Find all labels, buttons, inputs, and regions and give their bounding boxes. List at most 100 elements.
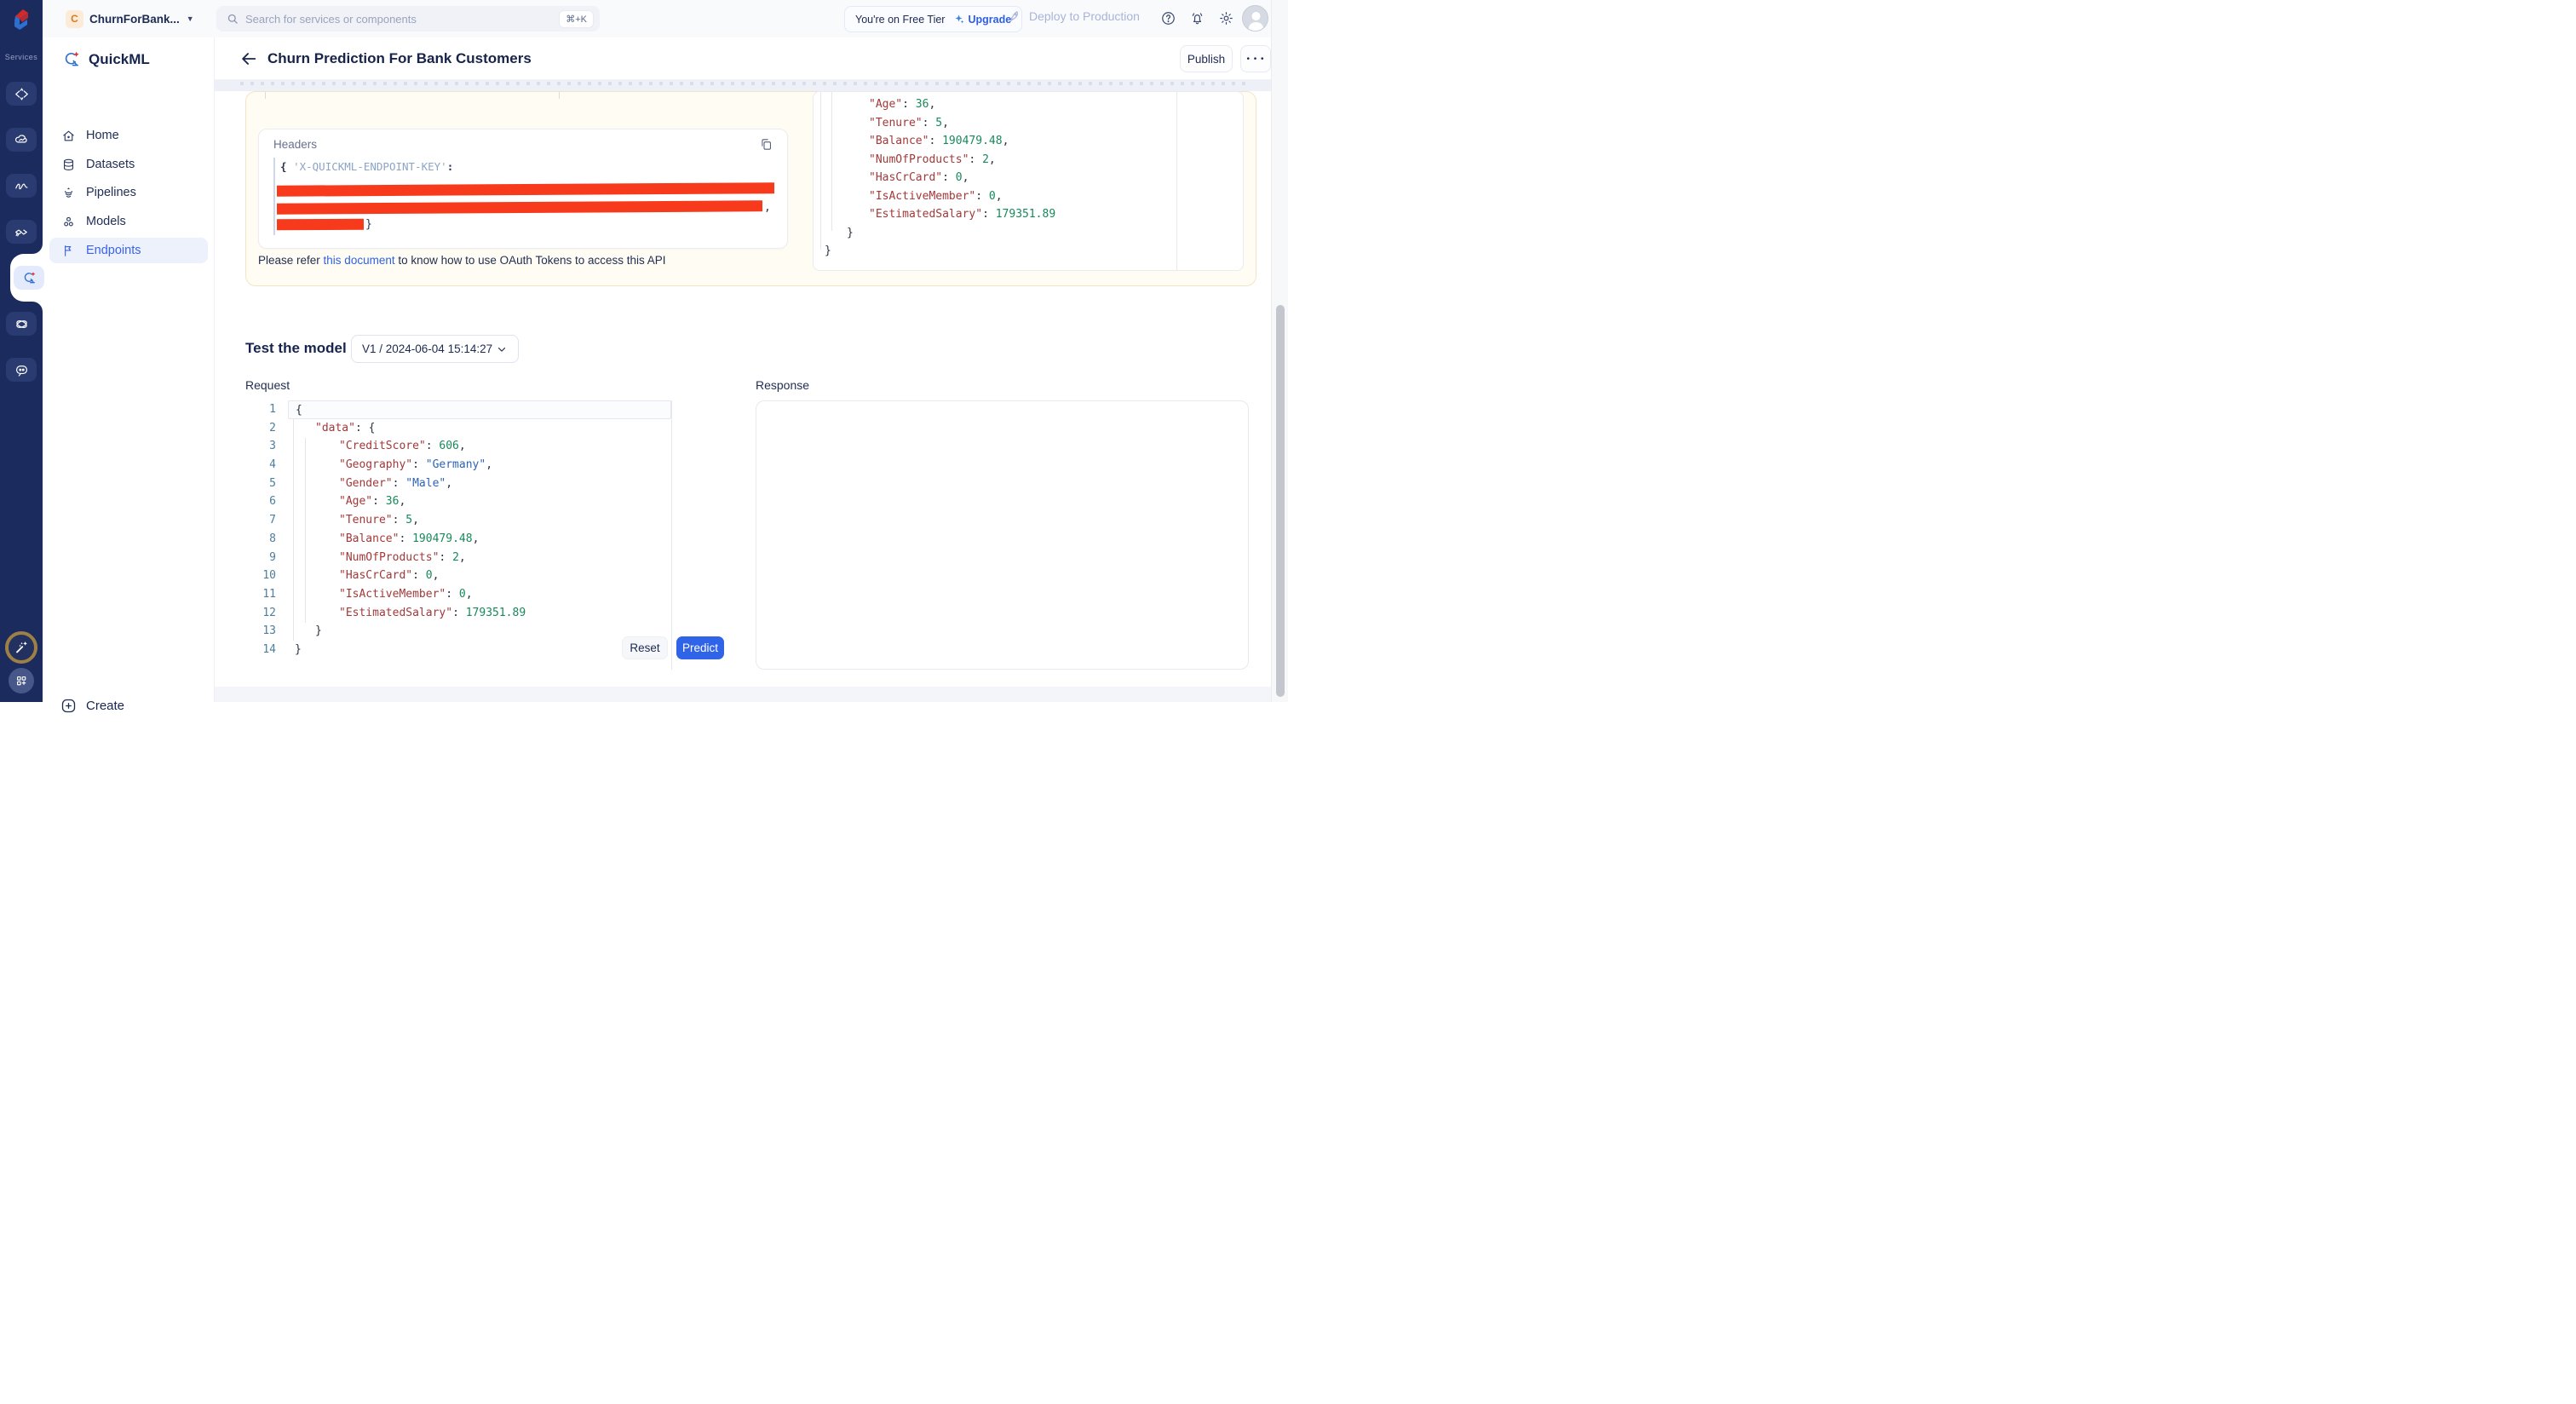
this-document-link[interactable]: this document xyxy=(323,254,395,267)
chat-bot-icon xyxy=(15,365,27,377)
quickml-icon xyxy=(24,271,35,283)
predict-button[interactable]: Predict xyxy=(676,636,724,659)
sample-code-line: } xyxy=(825,245,831,257)
line-number: 1 xyxy=(269,403,276,416)
request-code-line[interactable]: } xyxy=(315,624,322,638)
user-avatar[interactable] xyxy=(1242,5,1268,32)
panel-scroll-track[interactable] xyxy=(1176,92,1177,270)
project-switcher[interactable]: C ChurnForBank... ▼ xyxy=(66,9,194,28)
sidebar-item-label: Home xyxy=(86,129,119,142)
sample-body-panel: "Age": 36, "Tenure": 5, "Balance": 190479.… xyxy=(813,91,1244,271)
copy-icon[interactable] xyxy=(759,137,773,152)
request-code-line[interactable]: } xyxy=(295,642,302,656)
request-code-line[interactable]: "IsActiveMember": 0, xyxy=(339,587,473,601)
datasets-icon xyxy=(63,158,74,170)
request-json-editor[interactable]: 1 2 3 4 5 6 7 8 9 10 11 12 13 14 {"data": {"CreditSco… xyxy=(245,400,672,670)
rail-service-quickml[interactable] xyxy=(14,266,44,290)
rocket-icon xyxy=(1010,11,1018,21)
plus-icon xyxy=(61,699,76,713)
deploy-to-production-button[interactable]: Deploy to Production xyxy=(1008,9,1140,24)
notch-fillet xyxy=(32,302,43,312)
sample-code-line: "EstimatedSalary": 179351.89 xyxy=(869,208,1056,221)
model-version-select[interactable]: V1 / 2024-06-04 15:14:27 xyxy=(351,335,519,363)
search-icon xyxy=(227,14,238,24)
service-rail: Services xyxy=(0,0,44,702)
search-placeholder: Search for services or components xyxy=(245,12,417,26)
sidebar-item-pipelines[interactable]: Pipelines xyxy=(49,180,208,205)
request-code-line[interactable]: "Geography": "Germany", xyxy=(339,458,493,472)
request-code-line[interactable]: "Gender": "Male", xyxy=(339,476,453,490)
rail-service-integrations[interactable] xyxy=(6,220,37,244)
rail-service-chat-bot[interactable] xyxy=(6,358,37,382)
reset-button[interactable]: Reset xyxy=(622,636,668,659)
scrollbar-thumb[interactable] xyxy=(1276,305,1285,697)
browser-scrollbar[interactable] xyxy=(1271,0,1288,702)
scrolled-section-strip xyxy=(215,80,1271,91)
request-code-line[interactable]: "Tenure": 5, xyxy=(339,514,419,527)
main-content: Churn Prediction For Bank Customers Publ… xyxy=(215,37,1271,702)
page-title: Churn Prediction For Bank Customers xyxy=(267,50,532,66)
line-number: 11 xyxy=(262,587,276,601)
indent-guide xyxy=(305,438,306,623)
global-search-input[interactable]: Search for services or components ⌘+K xyxy=(216,6,600,32)
rail-service-rings[interactable] xyxy=(6,312,37,336)
rail-service-zia[interactable] xyxy=(6,174,37,198)
integrations-icon xyxy=(14,229,27,236)
redacted-key-bar: , xyxy=(276,200,771,215)
request-code-line[interactable]: "Age": 36, xyxy=(339,495,406,509)
free-tier-pill: You're on Free Tier Upgrade xyxy=(844,6,1023,32)
line-number: 2 xyxy=(269,421,276,434)
sidebar-item-datasets[interactable]: Datasets xyxy=(49,152,208,177)
sidebar-item-label: Datasets xyxy=(86,158,135,171)
request-code-line[interactable]: "HasCrCard": 0, xyxy=(339,569,440,583)
line-number: 5 xyxy=(269,476,276,490)
app-surface: QuickML Home Datasets Pipelines Models Endpo… xyxy=(43,37,1271,713)
topbar: C ChurnForBank... ▼ Search for services … xyxy=(43,0,1288,37)
caret-down-icon: ▼ xyxy=(186,14,194,23)
endpoints-icon xyxy=(65,245,72,256)
line-number: 14 xyxy=(262,642,276,656)
sample-json-code: "Age": 36, "Tenure": 5, "Balance": 190479.… xyxy=(814,95,1243,261)
code-service-icon xyxy=(14,88,28,100)
settings-gear-icon[interactable] xyxy=(1218,10,1234,26)
quickml-logo-icon xyxy=(65,51,79,66)
create-label: Create xyxy=(86,699,125,713)
upgrade-link[interactable]: Upgrade xyxy=(968,13,1012,26)
notifications-bell-icon[interactable] xyxy=(1189,10,1205,26)
editor-code-area[interactable]: { "data": { "CreditScore": 606, "Geography"… xyxy=(288,400,672,670)
rail-service-code-service[interactable] xyxy=(6,82,37,106)
back-arrow-icon[interactable] xyxy=(239,49,258,68)
help-icon[interactable] xyxy=(1160,10,1176,26)
publish-button[interactable]: Publish xyxy=(1180,45,1233,72)
sidebar-item-endpoints[interactable]: Endpoints xyxy=(49,238,208,263)
test-model-heading: Test the model xyxy=(245,340,347,356)
response-panel xyxy=(756,400,1249,670)
sidebar-item-models[interactable]: Models xyxy=(49,209,208,234)
request-code-line[interactable]: "CreditScore": 606, xyxy=(339,440,466,453)
indent-guide xyxy=(831,92,832,231)
tier-text: You're on Free Tier xyxy=(855,13,946,26)
request-code-line[interactable]: "EstimatedSalary": 179351.89 xyxy=(339,606,526,619)
request-code-line[interactable]: { xyxy=(288,400,671,419)
rings-icon xyxy=(15,319,27,328)
assistant-wand-icon[interactable] xyxy=(5,631,37,664)
sidebar-item-home[interactable]: Home xyxy=(49,123,208,148)
apps-grid-icon[interactable] xyxy=(9,668,34,693)
services-label: Services xyxy=(4,53,38,61)
sample-code-line: "Tenure": 5, xyxy=(869,116,949,129)
request-code-line[interactable]: "data": { xyxy=(315,421,376,434)
sample-code-line: "Balance": 190479.48, xyxy=(869,135,1009,147)
rail-service-cloud-scale[interactable] xyxy=(6,128,37,152)
request-code-line[interactable]: "NumOfProducts": 2, xyxy=(339,550,466,564)
request-code-line[interactable]: "Balance": 190479.48, xyxy=(339,532,480,545)
more-options-button[interactable]: • • • xyxy=(1240,45,1271,72)
sidebar-item-label: Pipelines xyxy=(86,186,136,199)
cloud-scale-icon xyxy=(14,134,27,142)
create-button[interactable]: Create xyxy=(60,697,124,715)
catalyst-logo-icon[interactable] xyxy=(9,7,34,32)
quickml-brand: QuickML xyxy=(61,49,150,70)
line-number: 8 xyxy=(269,532,276,545)
request-label: Request xyxy=(245,378,290,392)
sample-code-line: } xyxy=(847,226,854,239)
models-icon xyxy=(64,216,73,226)
